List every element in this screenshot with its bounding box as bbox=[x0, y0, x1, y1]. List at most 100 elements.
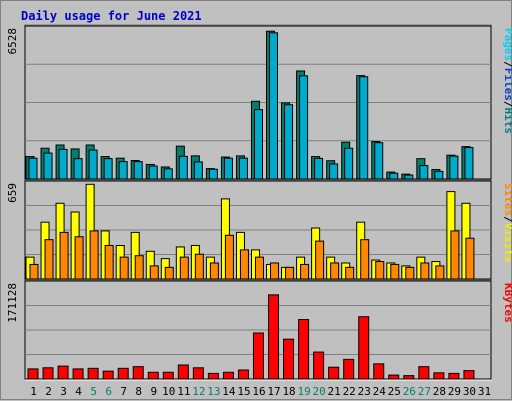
bar-kbytes bbox=[403, 375, 415, 380]
day-label: 11 bbox=[177, 385, 190, 398]
bar-kbytes bbox=[252, 332, 264, 380]
bar-sites bbox=[300, 263, 310, 280]
day-label: 14 bbox=[222, 385, 236, 398]
bar-files bbox=[178, 155, 188, 180]
day-label: 8 bbox=[135, 385, 142, 398]
bar-kbytes bbox=[102, 370, 114, 380]
bar-kbytes bbox=[328, 366, 340, 380]
day-label: 4 bbox=[75, 385, 82, 398]
day-label: 21 bbox=[328, 385, 341, 398]
day-label: 7 bbox=[120, 385, 127, 398]
bar-kbytes bbox=[117, 367, 129, 380]
day-label: 22 bbox=[343, 385, 356, 398]
day-axis-labels: 1 2 3 4 5 6 7 8 9 10 11 12 13 14 15 16 17 18 19 20 21 22 23 24 2… bbox=[30, 385, 491, 398]
bar-files bbox=[28, 157, 38, 180]
bar-sites bbox=[194, 253, 204, 280]
legend-entry: / bbox=[502, 216, 512, 223]
bar-files bbox=[133, 161, 143, 180]
bar-kbytes bbox=[237, 369, 249, 380]
bar-files bbox=[43, 152, 53, 180]
bar-kbytes bbox=[222, 371, 234, 380]
legend: Sites/Visits bbox=[502, 183, 512, 263]
bar-files bbox=[73, 158, 83, 180]
bar-sites bbox=[179, 256, 189, 280]
max-value-label: 171128 bbox=[6, 283, 19, 323]
day-label: 15 bbox=[237, 385, 250, 398]
bar-files bbox=[419, 165, 429, 180]
legend-entry: Pages bbox=[502, 28, 512, 61]
bar-sites bbox=[89, 230, 99, 280]
day-label: 20 bbox=[313, 385, 326, 398]
day-label: 26 bbox=[403, 385, 416, 398]
bar-kbytes bbox=[207, 372, 219, 380]
bar-sites bbox=[285, 266, 295, 280]
bar-files bbox=[88, 149, 98, 180]
bar-sites bbox=[270, 262, 280, 280]
bar-kbytes bbox=[433, 372, 445, 380]
legend-entry: / bbox=[502, 61, 512, 68]
bar-files bbox=[118, 161, 128, 180]
bar-files bbox=[314, 157, 324, 180]
bar-sites bbox=[44, 239, 54, 280]
bar-kbytes bbox=[358, 316, 370, 380]
bar-files bbox=[103, 158, 113, 180]
bar-sites bbox=[435, 265, 445, 280]
bar-sites bbox=[149, 265, 159, 280]
bar-kbytes bbox=[147, 371, 159, 380]
bar-kbytes bbox=[268, 294, 280, 380]
day-label: 25 bbox=[388, 385, 401, 398]
bar-sites bbox=[104, 244, 114, 280]
bar-kbytes bbox=[313, 351, 325, 380]
day-label: 10 bbox=[162, 385, 175, 398]
day-label: 18 bbox=[282, 385, 295, 398]
day-label: 16 bbox=[252, 385, 265, 398]
chart-panels: 6528Pages/Files/Hits659Sites/Visits17112… bbox=[6, 24, 512, 381]
panel-visits-sites: 659 Sites/Visits bbox=[6, 179, 512, 281]
bar-sites bbox=[209, 262, 219, 280]
day-label: 2 bbox=[45, 385, 52, 398]
bar-sites bbox=[315, 240, 325, 280]
legend-entry: Visits bbox=[502, 223, 512, 263]
bar-sites bbox=[134, 255, 144, 280]
day-label: 12 bbox=[192, 385, 205, 398]
bar-kbytes bbox=[57, 365, 69, 380]
bar-kbytes bbox=[283, 338, 295, 380]
bar-sites bbox=[239, 249, 249, 280]
bar-kbytes bbox=[298, 319, 310, 380]
bar-files bbox=[434, 170, 444, 180]
bar-kbytes bbox=[343, 358, 355, 380]
bar-files bbox=[374, 142, 384, 180]
bar-kbytes bbox=[42, 367, 54, 380]
bar-files bbox=[163, 168, 173, 180]
bar-files bbox=[223, 157, 233, 180]
bar-kbytes bbox=[448, 372, 460, 380]
bar-files bbox=[284, 104, 294, 180]
chart-title: Daily usage for June 2021 bbox=[21, 9, 202, 23]
bar-sites bbox=[29, 263, 39, 280]
bar-kbytes bbox=[418, 366, 430, 380]
bar-sites bbox=[224, 234, 234, 280]
bar-files bbox=[208, 168, 218, 180]
bar-files bbox=[253, 109, 263, 180]
bar-kbytes bbox=[463, 370, 475, 380]
max-value-label: 659 bbox=[6, 183, 19, 203]
day-label: 13 bbox=[207, 385, 220, 398]
bar-files bbox=[148, 165, 158, 180]
legend-entry: KBytes bbox=[502, 283, 512, 323]
legend-entry: Hits bbox=[502, 108, 512, 135]
bar-sites bbox=[330, 262, 340, 280]
bar-kbytes bbox=[27, 368, 39, 380]
bar-sites bbox=[360, 239, 370, 280]
bar-sites bbox=[450, 230, 460, 280]
bar-sites bbox=[375, 261, 385, 280]
day-label: 17 bbox=[267, 385, 280, 398]
legend-entry: Sites bbox=[502, 183, 512, 216]
bar-sites bbox=[119, 256, 129, 280]
day-label: 27 bbox=[418, 385, 431, 398]
bar-files bbox=[58, 148, 68, 180]
bar-sites bbox=[254, 256, 264, 280]
legend: KBytes bbox=[502, 283, 512, 323]
day-label: 3 bbox=[60, 385, 67, 398]
bar-sites bbox=[345, 266, 355, 280]
